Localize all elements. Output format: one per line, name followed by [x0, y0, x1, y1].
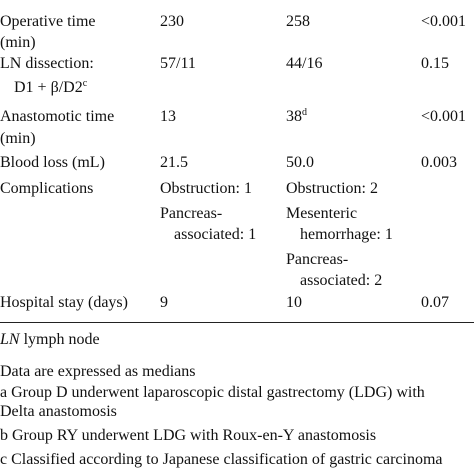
footnote-item-part: Group D underwent laparoscopic distal ga… — [11, 384, 425, 401]
cell-p: <0.001 — [421, 107, 466, 127]
cell-label-part: Hospital stay (days) — [0, 294, 128, 311]
footnote-item-part: a — [0, 384, 8, 401]
cell-group-ry-part: 38 — [286, 108, 302, 125]
table-rule — [0, 322, 474, 323]
cell-group-d: 13 — [160, 107, 176, 127]
cell-group-d-part: 57/11 — [160, 55, 196, 72]
cell-label-part: Blood loss (mL) — [0, 154, 105, 171]
cell-group-d-part: 13 — [160, 108, 176, 125]
cell-group-ry-part: 44/16 — [286, 55, 323, 72]
cell-group-d: 21.5 — [160, 153, 188, 173]
footnote-item: a Group D underwent laparoscopic distal g… — [0, 383, 425, 403]
cell-group-ry-part: Pancreas- — [286, 251, 349, 268]
cell-group-ry-part: 50.0 — [286, 154, 314, 171]
cell-label: LN dissection: — [0, 54, 94, 74]
footnote-abbreviation-part: lymph node — [23, 331, 100, 348]
cell-group-d: Obstruction: 1 — [160, 179, 252, 199]
footnote-item-part: c — [0, 451, 8, 468]
cell-group-ry-part: Obstruction: 2 — [286, 180, 378, 197]
footnote-item-part: Group RY underwent LDG with Roux-en-Y an… — [12, 427, 377, 444]
cell-group-ry: associated: 2 — [300, 271, 382, 291]
cell-label-part: c — [82, 78, 88, 89]
footnote-item: b Group RY underwent LDG with Roux-en-Y a… — [0, 426, 376, 446]
cell-group-ry: 10 — [286, 293, 302, 313]
cell-group-ry-part: Mesenteric — [286, 205, 358, 222]
cell-p: 0.15 — [421, 54, 449, 74]
cell-group-d-part: 21.5 — [160, 154, 188, 171]
cell-group-d: 9 — [160, 293, 168, 313]
footnote-item: c Classified according to Japanese classi… — [0, 450, 443, 470]
cell-label: (min) — [0, 33, 36, 53]
cell-group-d-part: 9 — [160, 294, 168, 311]
cell-label: Hospital stay (days) — [0, 293, 128, 313]
footnote-note: Data are expressed as medians — [0, 362, 195, 382]
cell-label-part: Complications — [0, 180, 94, 197]
cell-group-d-part: 230 — [160, 13, 184, 30]
footnote-item: Delta anastomosis — [0, 402, 117, 422]
cell-label: Operative time — [0, 12, 96, 32]
cell-label: Complications — [0, 179, 93, 199]
cell-group-ry: Obstruction: 2 — [286, 179, 378, 199]
footnote-item-part: Classified according to Japanese classif… — [11, 451, 443, 468]
cell-group-ry-part: hemorrhage: 1 — [300, 226, 393, 243]
cell-p: 0.003 — [421, 153, 457, 173]
cell-group-ry: 50.0 — [286, 153, 314, 173]
cell-label: Blood loss (mL) — [0, 153, 105, 173]
cell-group-ry: 258 — [286, 12, 310, 32]
cell-group-d: 57/11 — [160, 54, 196, 74]
cell-group-ry-part: associated: 2 — [300, 272, 383, 289]
cell-group-d-part: Pancreas- — [160, 205, 223, 222]
cell-p: <0.001 — [421, 12, 466, 32]
cell-p-part: <0.001 — [421, 13, 467, 30]
cell-p-part: 0.15 — [421, 55, 449, 72]
cell-group-ry: 44/16 — [286, 54, 322, 74]
cell-group-d: associated: 1 — [174, 225, 256, 245]
cell-p-part: 0.07 — [421, 294, 449, 311]
cell-label-part: LN dissection: — [0, 55, 94, 72]
footnote-abbreviation-part: LN — [0, 331, 20, 348]
cell-label-part: Anastomotic time — [0, 108, 115, 125]
cell-group-ry-part: 10 — [286, 294, 302, 311]
cell-group-ry: Pancreas- — [286, 250, 348, 270]
footnote-item-part: b — [0, 427, 8, 444]
cell-label: Anastomotic time — [0, 107, 114, 127]
cell-label-part: (min) — [0, 34, 36, 51]
cell-label-part: Operative time — [0, 13, 96, 30]
cell-group-ry-part: 258 — [286, 13, 310, 30]
cell-label: (min) — [0, 129, 36, 149]
cell-label: D1 + β/D2c — [14, 78, 87, 98]
cell-group-ry: Mesenteric — [286, 204, 357, 224]
cell-group-d: Pancreas- — [160, 204, 222, 224]
cell-p: 0.07 — [421, 293, 449, 313]
footnote-abbreviation: LN lymph node — [0, 330, 100, 350]
cell-label-part: D1 + β/D2 — [14, 79, 83, 96]
cell-group-ry-part: d — [302, 107, 307, 118]
cell-label-part: (min) — [0, 130, 36, 147]
cell-group-d-part: Obstruction: 1 — [160, 180, 252, 197]
footnote-item-part: Delta anastomosis — [0, 403, 117, 420]
cell-group-d: 230 — [160, 12, 184, 32]
cell-group-ry: hemorrhage: 1 — [300, 225, 393, 245]
cell-p-part: <0.001 — [421, 108, 467, 125]
cell-group-d-part: associated: 1 — [174, 226, 257, 243]
cell-p-part: 0.003 — [421, 154, 457, 171]
cell-group-ry: 38d — [286, 107, 307, 127]
footnote-note-part: Data are expressed as medians — [0, 363, 196, 380]
